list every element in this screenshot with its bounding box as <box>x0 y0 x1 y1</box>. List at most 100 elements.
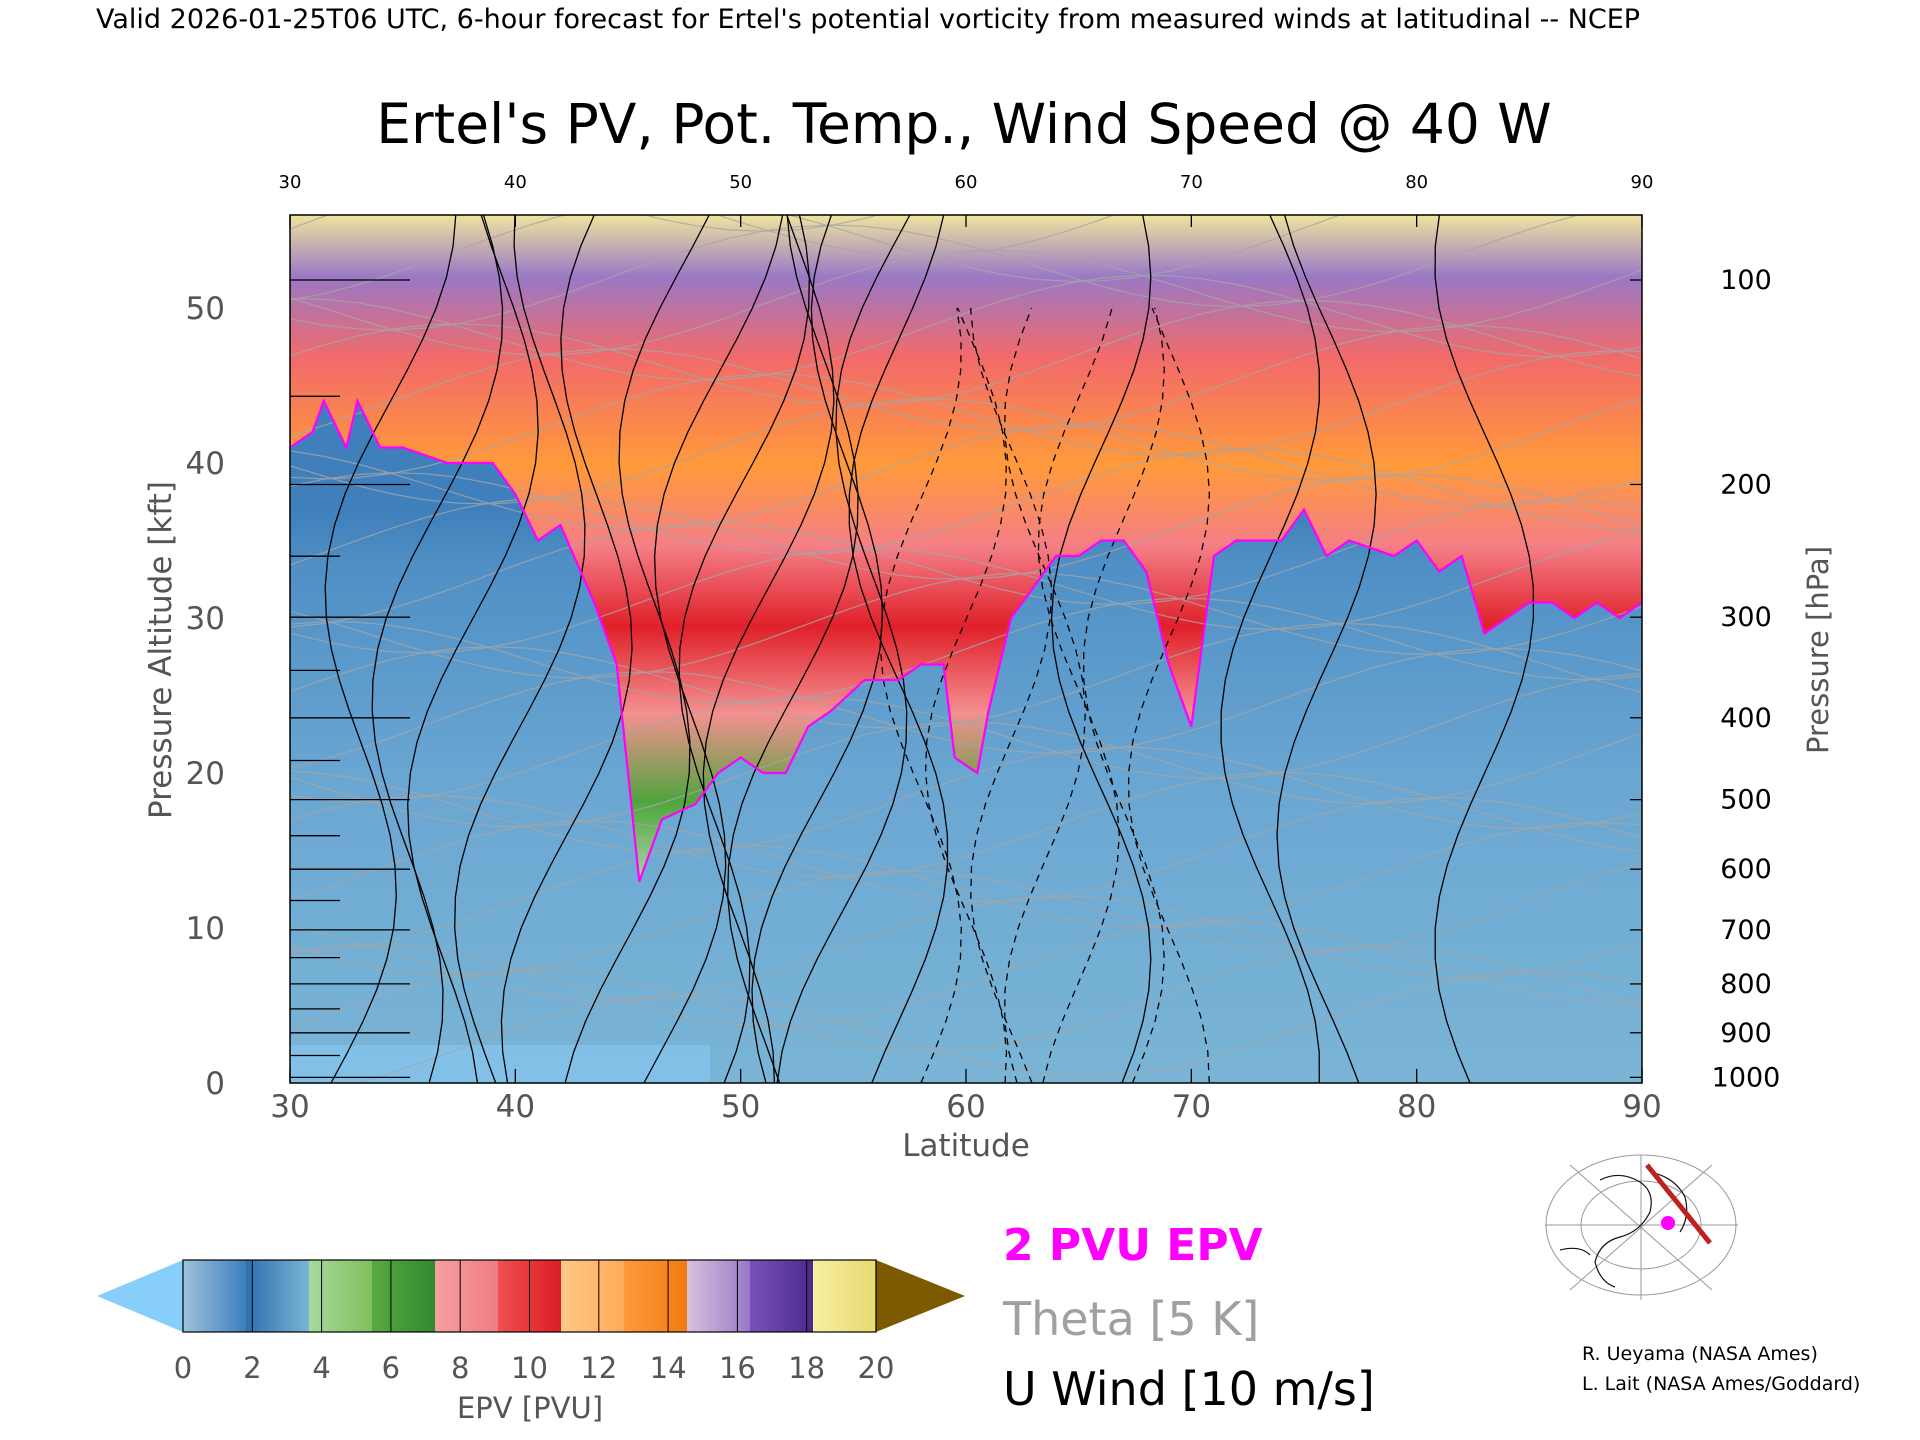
top-tick-label: 50 <box>729 172 752 193</box>
colorbar-segment <box>750 1260 814 1332</box>
pressure-axis-ticks: 1000 900 800 700 600 500 400 300 200 100 <box>1630 265 1780 1093</box>
plot-area <box>289 214 1643 1084</box>
colorbar-segment <box>813 1260 877 1332</box>
pressure-tick-label: 900 <box>1720 1018 1772 1049</box>
wind-contour <box>727 215 859 1083</box>
wind-contour-negative <box>879 307 962 1083</box>
wind-contour <box>1276 215 1377 1083</box>
pressure-tick-label: 700 <box>1720 915 1772 946</box>
colorbar-segment <box>624 1260 688 1332</box>
colorbar-label: EPV [PVU] <box>457 1391 603 1425</box>
wind-contour-negative <box>1083 307 1165 1083</box>
theta-contour <box>290 862 1642 977</box>
pressure-tick-label: 200 <box>1720 469 1772 500</box>
credit-line-1: R. Ueyama (NASA Ames) <box>1582 1343 1818 1365</box>
wind-contour <box>1050 215 1152 1083</box>
colorbar-tick-label: 16 <box>719 1351 756 1385</box>
colorbar-segment <box>183 1260 247 1332</box>
theta-contour <box>290 622 1642 729</box>
x-tick-label: 90 <box>1622 1089 1661 1125</box>
colorbar-tick-label: 8 <box>451 1351 469 1385</box>
x-axis-ticks: 30 40 50 60 70 80 90 <box>270 1069 1662 1125</box>
theta-contour <box>290 249 1642 356</box>
x-tick-label: 80 <box>1397 1089 1436 1125</box>
wind-contour <box>500 215 633 1083</box>
top-tick-label: 90 <box>1631 172 1654 193</box>
theta-contour <box>290 397 1642 505</box>
colorbar-segment <box>561 1260 625 1332</box>
wind-contour-negative <box>1037 307 1120 1083</box>
pressure-tick-label: 100 <box>1720 265 1772 296</box>
colorbar-tick-label: 18 <box>788 1351 825 1385</box>
theta-contour <box>290 215 1342 301</box>
chart-title: Ertel's PV, Pot. Temp., Wind Speed @ 40 … <box>376 92 1551 156</box>
theta-contours <box>290 215 1642 1083</box>
theta-contour <box>290 350 1642 480</box>
pressure-tick-label: 500 <box>1720 785 1772 816</box>
x-axis-label: Latitude <box>902 1128 1030 1164</box>
colorbar-tick-label: 12 <box>580 1351 617 1385</box>
pressure-tick-label: 1000 <box>1712 1062 1781 1093</box>
wind-contours <box>324 215 1535 1083</box>
x-tick-label: 30 <box>270 1089 309 1125</box>
legend-item-wind: U Wind [10 m/s] <box>1003 1362 1375 1416</box>
inset-map-cross-section-line <box>1645 1163 1712 1245</box>
left-pressure-ticks <box>290 279 410 1079</box>
stratosphere-pv-fill <box>290 215 1642 882</box>
colorbar-tick-label: 0 <box>174 1351 192 1385</box>
surface-light-band <box>290 1045 710 1083</box>
y-tick-label: 50 <box>186 291 225 327</box>
x-tick-label: 40 <box>496 1089 535 1125</box>
colorbar-segment <box>435 1260 499 1332</box>
wind-contour <box>702 215 835 1083</box>
legend-item-theta: Theta [5 K] <box>1002 1292 1259 1346</box>
top-axis-ticks: 30 40 50 60 70 80 90 <box>279 172 1654 227</box>
wind-contour <box>751 215 884 1083</box>
x-tick-label: 50 <box>721 1089 760 1125</box>
colorbar-tick-label: 20 <box>858 1351 895 1385</box>
x-tick-label: 60 <box>946 1089 985 1125</box>
wind-contour-negative <box>924 307 1008 1083</box>
colorbar-tick-label: 4 <box>312 1351 330 1385</box>
pressure-tick-label: 300 <box>1720 602 1772 633</box>
pressure-tick-label: 600 <box>1720 854 1772 885</box>
top-tick-label: 40 <box>504 172 527 193</box>
theta-contour <box>290 473 1642 580</box>
colorbar-under-arrow <box>97 1260 183 1332</box>
theta-contour <box>290 215 1582 331</box>
theta-contour <box>290 746 1642 853</box>
theta-contour <box>290 572 1642 679</box>
pressure-tick-label: 400 <box>1720 703 1772 734</box>
wind-contour <box>407 215 539 1083</box>
wind-contour-negative <box>1127 307 1211 1083</box>
theta-contour <box>290 215 1116 257</box>
theta-contour <box>290 274 1642 381</box>
credit-line-2: L. Lait (NASA Ames/Goddard) <box>1582 1373 1860 1395</box>
tropopause-2pvu-line <box>290 397 1642 882</box>
theta-contour <box>290 448 1642 555</box>
theta-contour <box>290 324 1642 437</box>
y-tick-label: 10 <box>186 911 225 947</box>
wind-contour <box>1220 215 1320 1083</box>
wind-contour-negative <box>969 307 1053 1083</box>
colorbar-over-arrow <box>876 1260 965 1332</box>
theta-contour <box>290 299 1642 406</box>
y-tick-label: 30 <box>186 601 225 637</box>
theta-contour <box>290 673 1642 803</box>
colorbar: 0 2 4 6 8 10 12 14 16 18 20 <box>97 1259 965 1385</box>
legend-item-pvu: 2 PVU EPV <box>1003 1220 1263 1271</box>
wind-contour <box>776 215 911 1083</box>
theta-contour <box>290 647 1642 769</box>
inset-map-marker <box>1661 1216 1675 1230</box>
theta-contour <box>290 945 1642 1052</box>
y-tick-label: 20 <box>186 756 225 792</box>
theta-contour <box>290 821 1642 952</box>
y-tick-label: 0 <box>205 1066 225 1102</box>
top-tick-label: 60 <box>955 172 978 193</box>
wind-contour <box>848 215 949 1083</box>
colorbar-segment <box>246 1260 310 1332</box>
top-tick-label: 80 <box>1405 172 1428 193</box>
theta-contour <box>290 499 1642 628</box>
top-tick-label: 30 <box>279 172 302 193</box>
